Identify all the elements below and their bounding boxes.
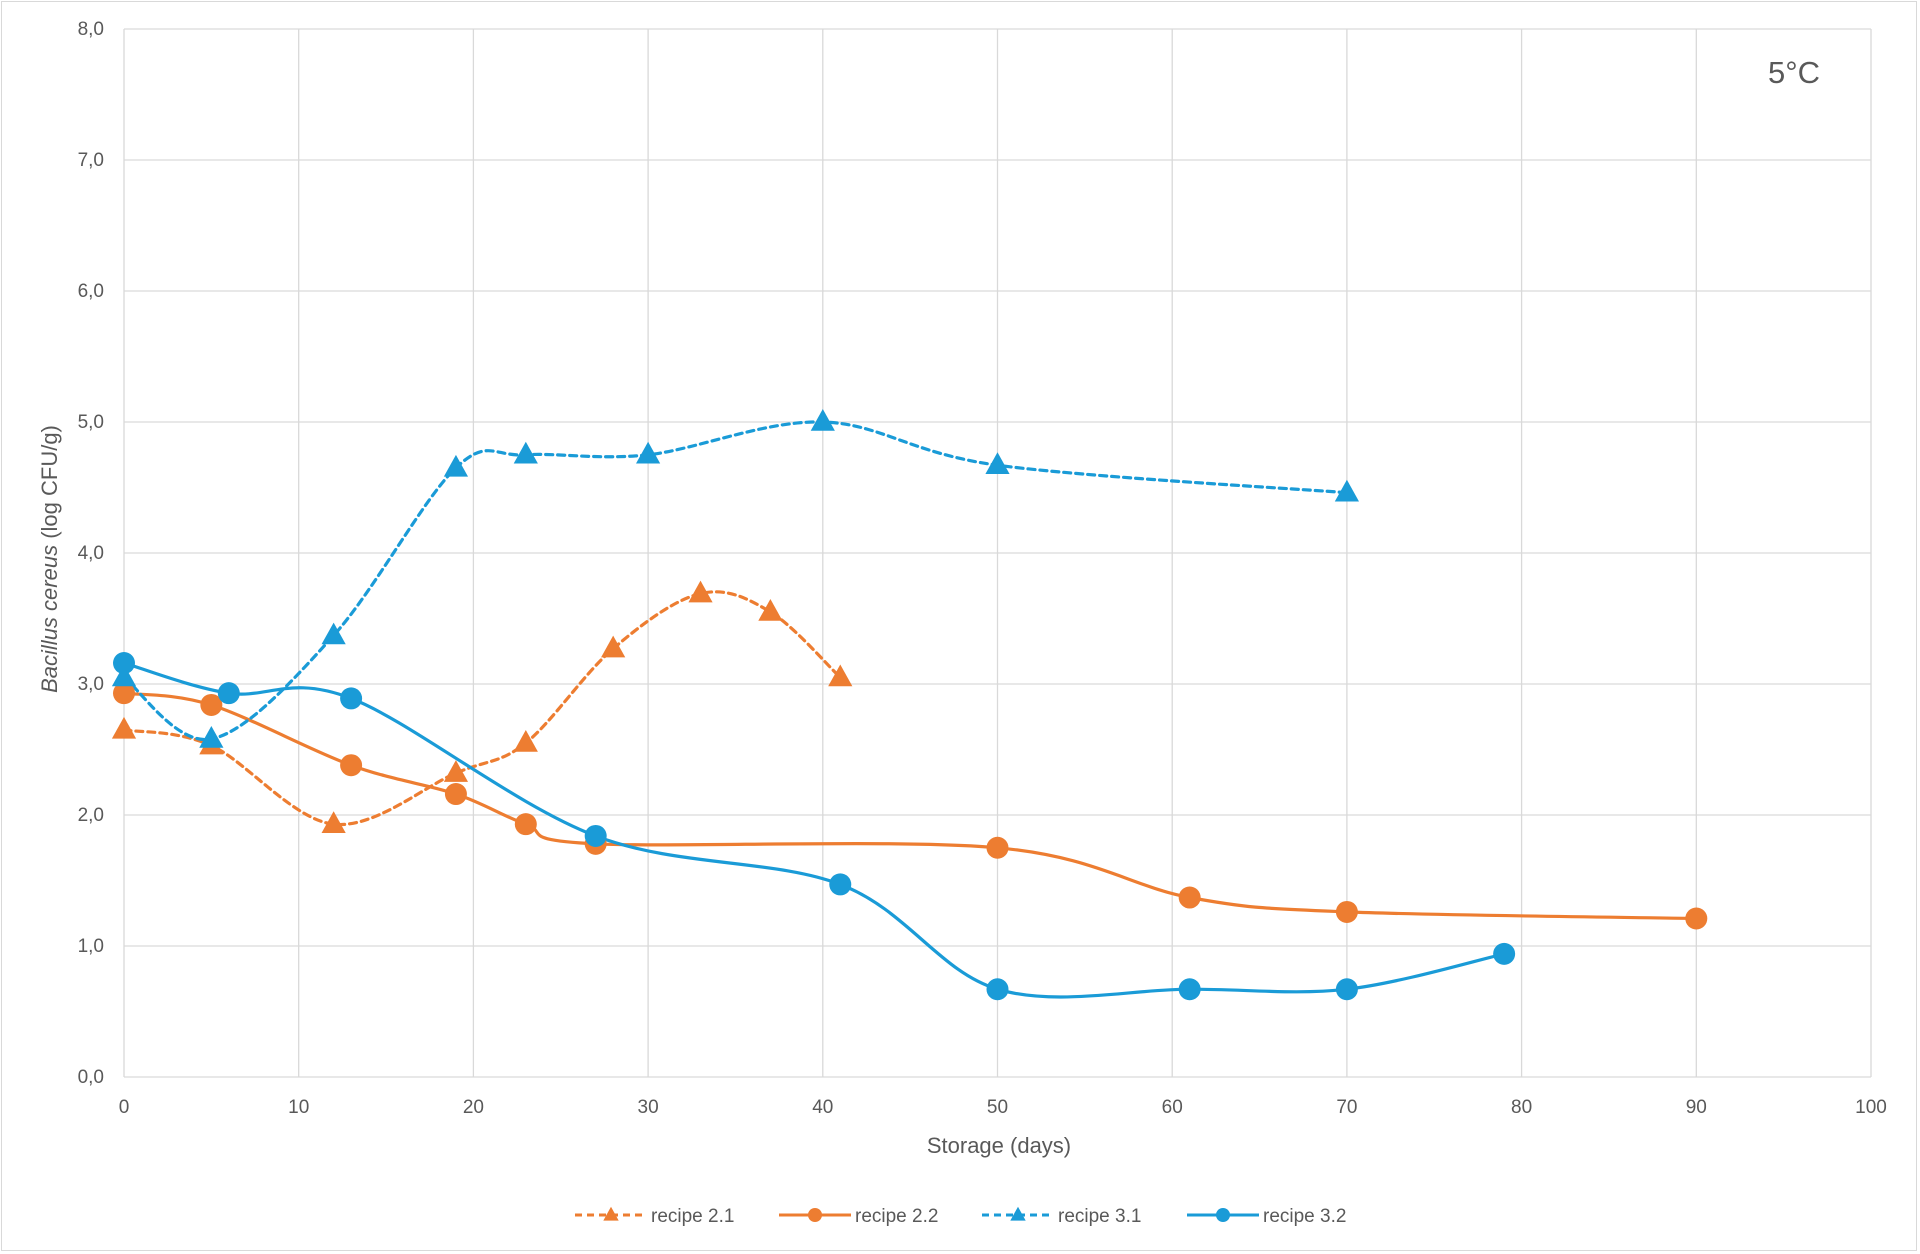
y-tick-label: 1,0 bbox=[78, 936, 104, 957]
data-point-recipe-2-1 bbox=[688, 580, 713, 603]
data-point-recipe-3-1 bbox=[636, 441, 661, 464]
data-point-recipe-2-1 bbox=[601, 635, 626, 658]
data-point-recipe-3-1 bbox=[111, 664, 137, 687]
data-point-recipe-3-2 bbox=[340, 687, 363, 710]
y-axis-title-unit: (log CFU/g) bbox=[37, 425, 62, 545]
x-tick-label: 20 bbox=[463, 1097, 484, 1118]
x-axis-title: Storage (days) bbox=[927, 1133, 1071, 1158]
legend-marker-recipe-2-1 bbox=[603, 1206, 619, 1221]
data-point-recipe-3-1 bbox=[985, 452, 1010, 475]
data-point-recipe-3-1 bbox=[810, 409, 835, 431]
temperature-annotation: 5°C bbox=[1768, 55, 1820, 90]
data-point-recipe-3-2 bbox=[1335, 978, 1358, 1001]
data-point-recipe-2-1 bbox=[513, 729, 538, 752]
y-tick-label: 7,0 bbox=[78, 150, 104, 171]
x-tick-label: 30 bbox=[638, 1097, 659, 1118]
x-tick-label: 100 bbox=[1855, 1097, 1887, 1118]
data-point-recipe-3-1 bbox=[199, 726, 224, 748]
x-tick-label: 80 bbox=[1511, 1097, 1532, 1118]
y-tick-label: 0,0 bbox=[78, 1067, 104, 1088]
series-line-recipe-3-1 bbox=[122, 420, 1349, 742]
data-point-recipe-3-2 bbox=[113, 652, 135, 675]
y-tick-label: 3,0 bbox=[78, 674, 104, 695]
markers-layer bbox=[111, 409, 1708, 1001]
y-tick-label: 5,0 bbox=[78, 412, 104, 433]
x-tick-label: 0 bbox=[119, 1097, 130, 1118]
y-tick-label: 6,0 bbox=[78, 281, 104, 302]
y-axis-title-italic: Bacillus cereus bbox=[37, 545, 62, 693]
data-point-recipe-2-2 bbox=[200, 693, 223, 716]
legend-label-recipe-3-1: recipe 3.1 bbox=[1058, 1206, 1141, 1227]
y-axis-title: Bacillus cereus (log CFU/g) bbox=[37, 425, 62, 693]
data-point-recipe-2-1 bbox=[443, 760, 469, 782]
legend-marker-recipe-3-2 bbox=[1216, 1208, 1230, 1222]
data-point-recipe-2-2 bbox=[340, 754, 363, 777]
x-tick-label: 40 bbox=[812, 1097, 833, 1118]
data-point-recipe-3-2 bbox=[829, 873, 852, 896]
data-point-recipe-2-2 bbox=[1178, 886, 1201, 909]
data-point-recipe-3-1 bbox=[513, 441, 538, 464]
x-tick-label: 60 bbox=[1162, 1097, 1183, 1118]
data-point-recipe-3-2 bbox=[986, 978, 1009, 1001]
data-point-recipe-3-2 bbox=[1493, 942, 1516, 965]
data-point-recipe-2-2 bbox=[1335, 900, 1358, 923]
y-tick-label: 8,0 bbox=[78, 19, 104, 40]
legend-marker-recipe-2-2 bbox=[808, 1208, 822, 1222]
legend-label-recipe-2-1: recipe 2.1 bbox=[651, 1206, 734, 1227]
x-tick-label: 10 bbox=[288, 1097, 309, 1118]
data-point-recipe-2-2 bbox=[444, 783, 467, 806]
data-point-recipe-3-2 bbox=[584, 824, 607, 847]
series-line-recipe-2-2 bbox=[122, 691, 1698, 921]
data-point-recipe-2-2 bbox=[514, 813, 537, 836]
y-tick-label: 4,0 bbox=[78, 543, 104, 564]
data-point-recipe-3-1 bbox=[443, 454, 469, 477]
series-line-recipe-2-1 bbox=[122, 590, 842, 827]
series-layer bbox=[122, 420, 1698, 999]
data-point-recipe-2-2 bbox=[986, 836, 1009, 859]
data-point-recipe-2-1 bbox=[111, 716, 137, 739]
x-axis-ticks: 0 10 20 30 40 50 60 70 80 90 100 bbox=[119, 1097, 1887, 1118]
data-point-recipe-3-2 bbox=[1178, 978, 1201, 1001]
data-point-recipe-3-1 bbox=[1334, 479, 1359, 502]
data-point-recipe-3-2 bbox=[217, 682, 240, 705]
gridlines bbox=[123, 28, 1872, 1078]
x-tick-label: 70 bbox=[1336, 1097, 1357, 1118]
x-tick-label: 90 bbox=[1686, 1097, 1707, 1118]
y-axis-ticks: 0,0 1,0 2,0 3,0 4,0 5,0 6,0 7,0 8,0 bbox=[78, 19, 104, 1088]
data-point-recipe-2-2 bbox=[1685, 907, 1708, 930]
data-point-recipe-2-1 bbox=[321, 811, 346, 833]
data-point-recipe-3-1 bbox=[321, 622, 346, 645]
legend-marker-recipe-3-1 bbox=[1010, 1206, 1026, 1221]
legend-label-recipe-2-2: recipe 2.2 bbox=[855, 1206, 938, 1227]
data-point-recipe-2-2 bbox=[113, 682, 135, 705]
data-point-recipe-2-1 bbox=[828, 664, 853, 687]
legend: recipe 2.1 recipe 2.2 recipe 3.1 recipe 3.2 bbox=[575, 1206, 1346, 1227]
x-tick-label: 50 bbox=[987, 1097, 1008, 1118]
legend-label-recipe-3-2: recipe 3.2 bbox=[1263, 1206, 1346, 1227]
data-point-recipe-2-1 bbox=[758, 598, 783, 621]
y-tick-label: 2,0 bbox=[78, 805, 104, 826]
